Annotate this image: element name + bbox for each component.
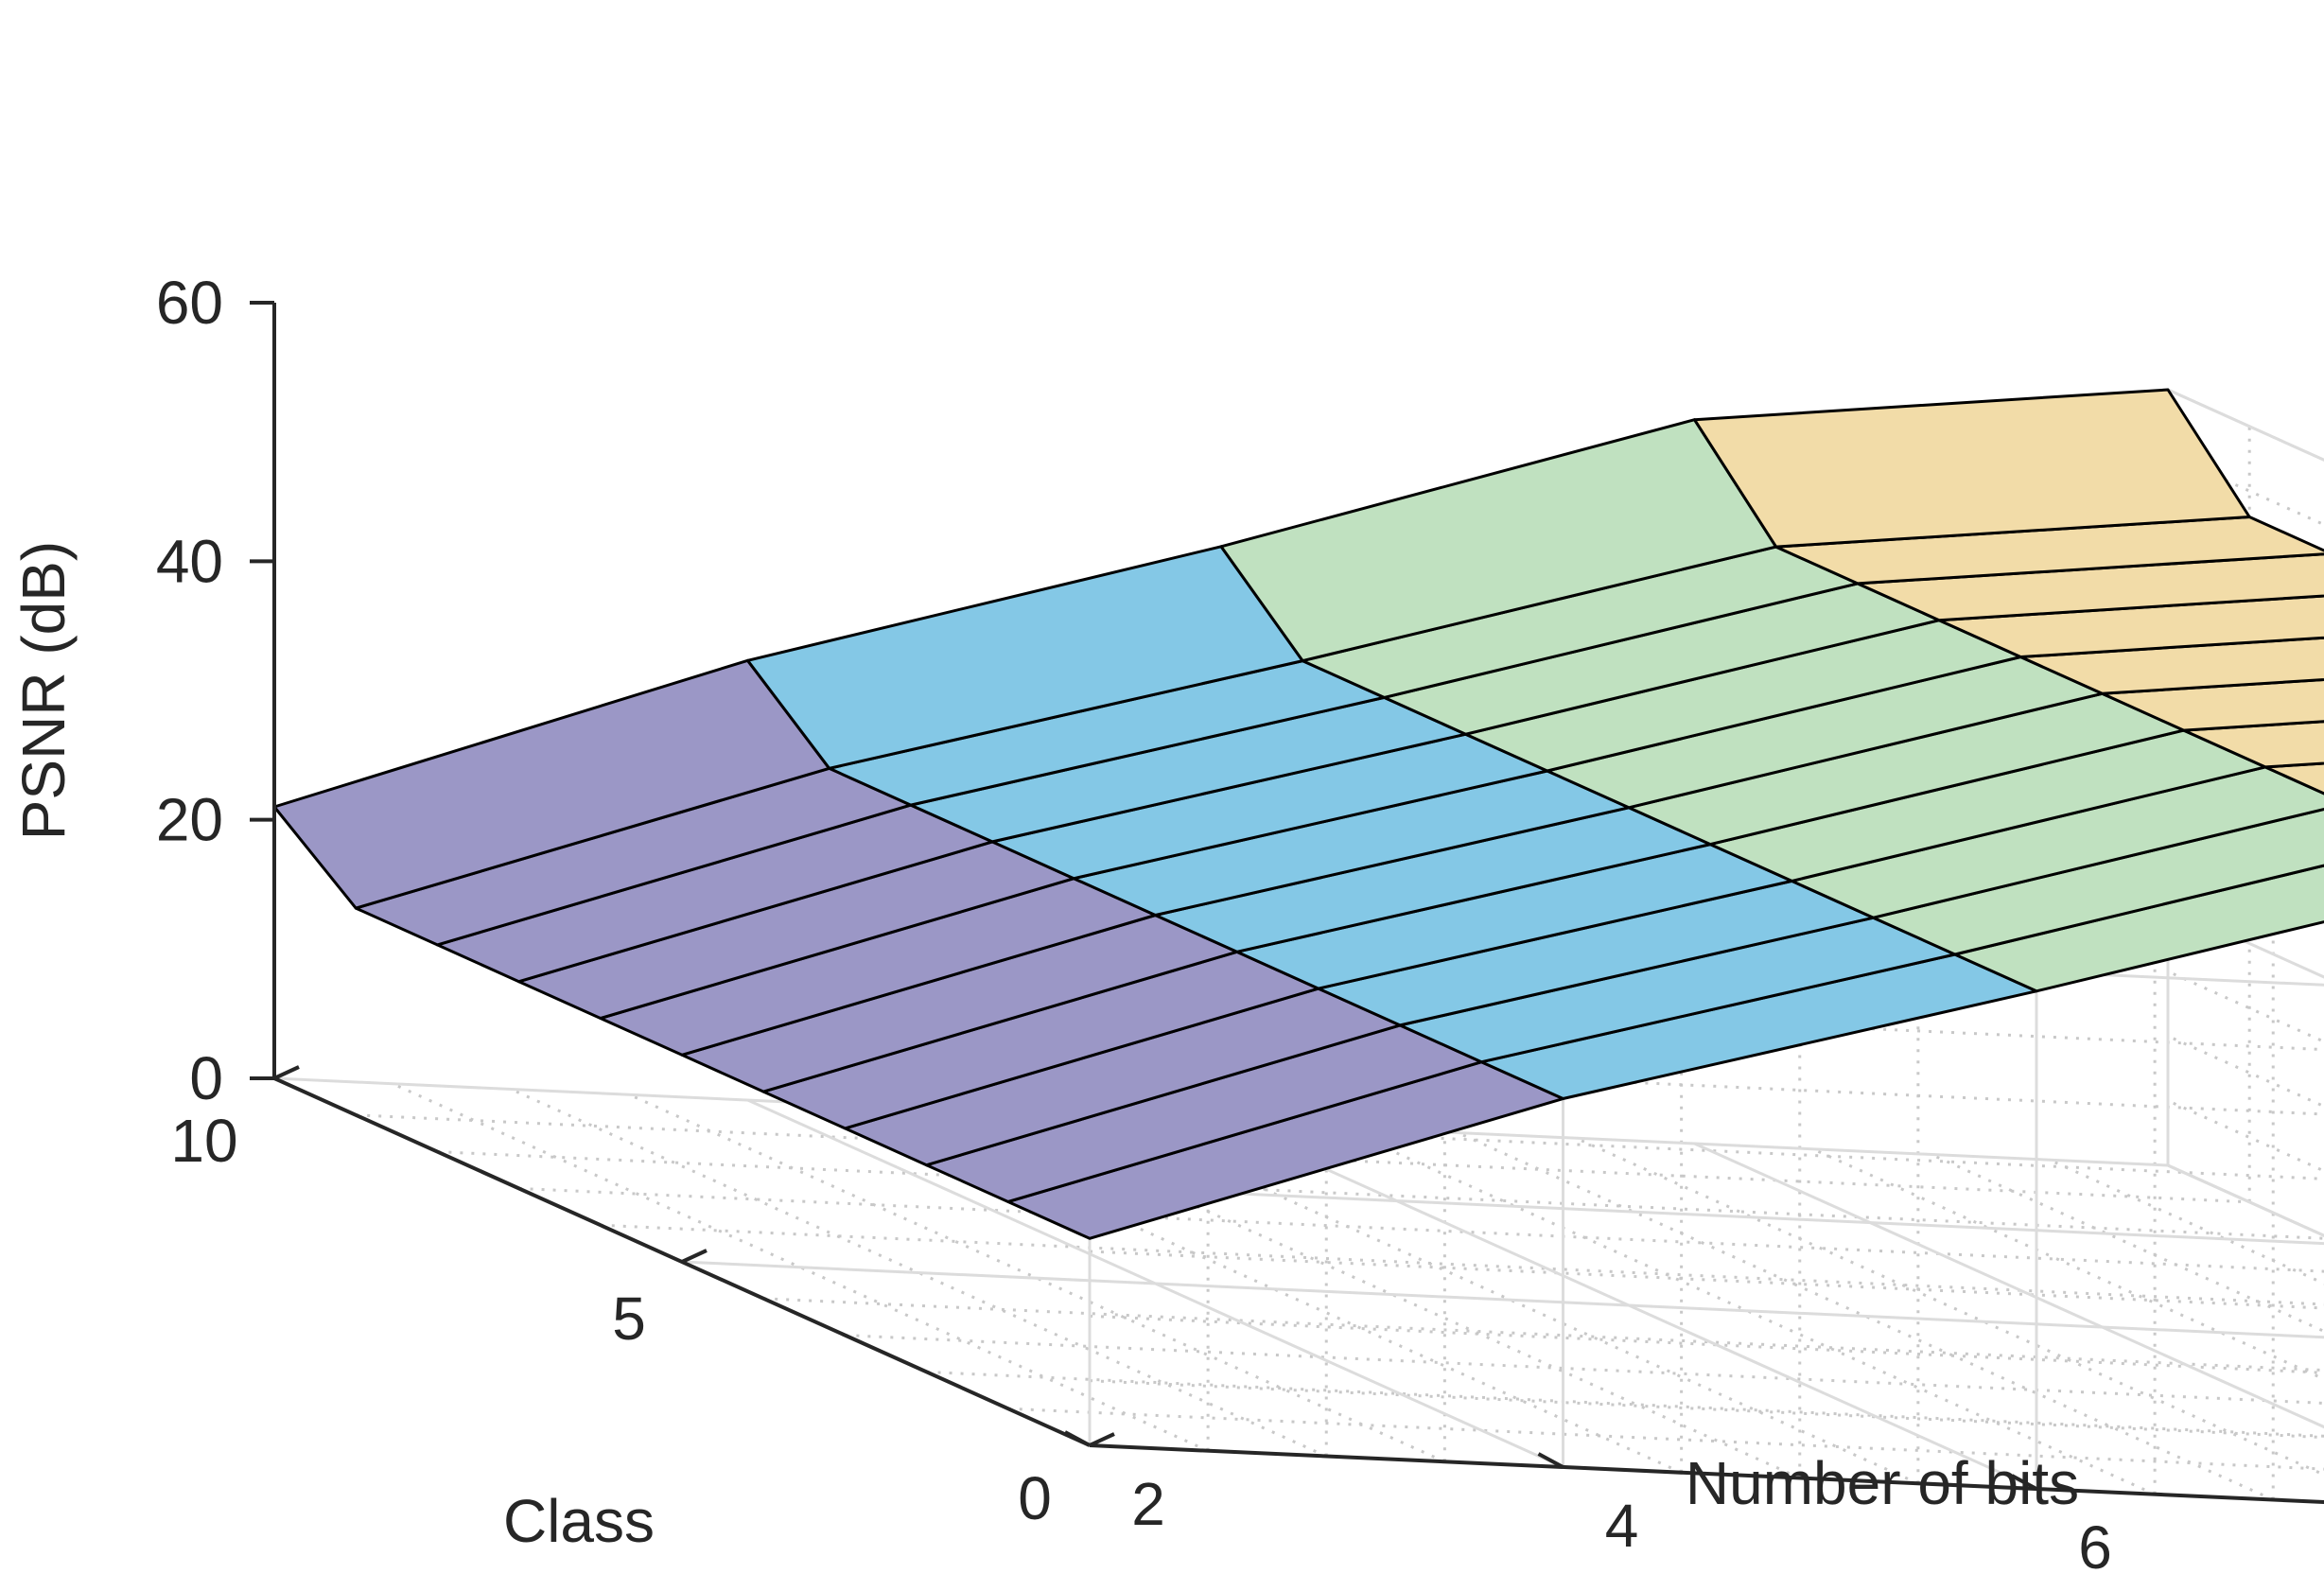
surface-patch: [2018, 636, 2324, 695]
y-tick: [273, 1065, 300, 1080]
z-tick-label: 20: [156, 786, 223, 854]
surface-patch: [1872, 807, 2324, 956]
y-tick: [1089, 1432, 1115, 1447]
surface-patch: [1937, 594, 2324, 658]
minor-grid-line: [865, 1104, 1683, 1475]
minor-grid-line: [356, 1113, 2250, 1204]
y-axis-label: Class: [503, 1487, 655, 1555]
surface-layer: [272, 388, 2324, 1240]
surface-patch: [1693, 388, 2251, 549]
major-grid-line: [2167, 1163, 2324, 1237]
minor-grid-line: [437, 1150, 2324, 1240]
tick-label-layer: 02040600510246810: [156, 269, 2112, 1582]
minor-grid-line: [1102, 1114, 1919, 1485]
major-grid-line: [2167, 905, 2324, 979]
minor-grid-line: [628, 1093, 1445, 1463]
z-tick-label: 60: [156, 269, 223, 337]
box-edge: [2167, 1163, 2324, 1237]
minor-grid-line: [1575, 1136, 2324, 1477]
minor-grid-line: [2167, 1099, 2324, 1173]
minor-grid-line: [2167, 1034, 2324, 1109]
surface-patch: [2182, 720, 2324, 769]
axes-layer: [250, 301, 2324, 1504]
major-grid-line: [681, 1260, 2324, 1339]
surface-patch: [1856, 552, 2324, 622]
minor-grid-line: [1338, 1126, 2156, 1496]
surface-patch: [2101, 677, 2324, 732]
x-tick: [2011, 1474, 2037, 1491]
x-tick-label: 6: [2078, 1513, 2112, 1582]
minor-grid-line: [392, 1082, 1209, 1453]
major-grid-line: [2167, 388, 2324, 462]
y-tick-label: 10: [170, 1107, 237, 1175]
x-tick: [1064, 1430, 1091, 1447]
z-tick-label: 40: [156, 527, 223, 595]
minor-grid-line: [518, 1186, 2324, 1273]
minor-grid-line: [2167, 970, 2324, 1043]
minor-grid-line: [1457, 1131, 2274, 1501]
minor-grid-line: [600, 1223, 2324, 1306]
x-axis-label: Number of bits: [1686, 1449, 2079, 1517]
z-tick-label: 0: [189, 1044, 223, 1112]
y-tick: [681, 1249, 708, 1264]
minor-grid-line: [763, 1297, 2324, 1372]
major-grid-line: [2167, 1163, 2324, 1237]
surface-patch: [2263, 761, 2324, 796]
surface-patch: [1953, 864, 2324, 993]
minor-grid-line: [984, 1110, 1801, 1479]
y-tick-label: 0: [1018, 1464, 1052, 1532]
minor-grid-line: [510, 1088, 1327, 1458]
minor-grid-line: [1089, 1250, 2324, 1310]
z-axis-label: PSNR (dB): [9, 541, 78, 841]
x-tick-label: 2: [1131, 1470, 1165, 1538]
x-tick: [1537, 1452, 1564, 1469]
x-tick-label: 4: [1605, 1492, 1639, 1560]
y-tick-label: 5: [612, 1285, 646, 1353]
minor-grid-line: [2049, 1158, 2324, 1285]
minor-grid-line: [845, 1334, 2324, 1405]
major-grid-line: [1089, 1185, 2324, 1246]
